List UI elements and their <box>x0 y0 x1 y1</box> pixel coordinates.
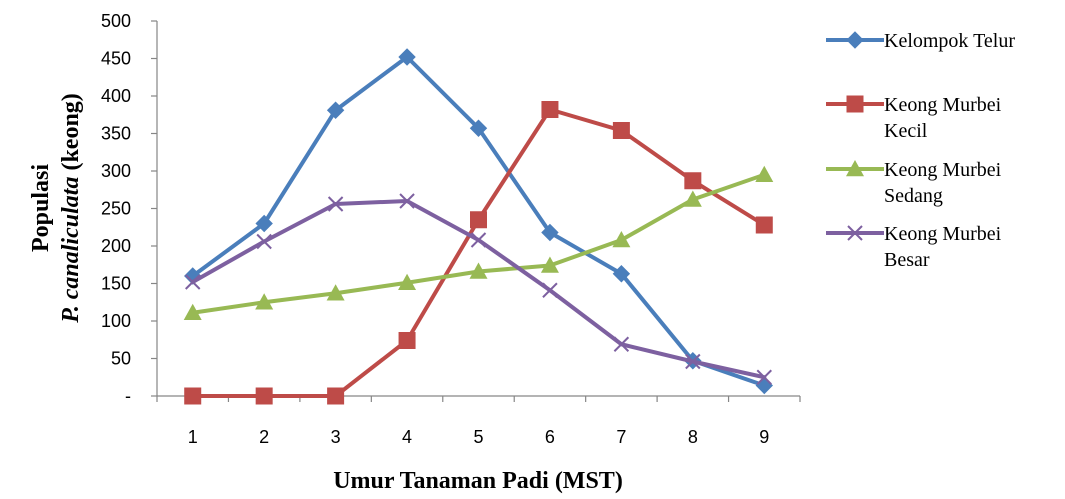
y-axis-title-line1: Populasi <box>28 164 54 252</box>
data-point <box>612 231 631 248</box>
data-point <box>184 387 202 405</box>
y-tick-label: 350 <box>101 124 131 144</box>
series-2 <box>184 101 773 405</box>
legend-swatch-marker <box>846 95 864 113</box>
legend-label: Keong Murbei <box>884 159 1002 181</box>
data-point <box>327 196 344 212</box>
data-point <box>469 119 488 137</box>
legend-swatch-marker <box>846 31 864 49</box>
legend-label: Kelompok Telur <box>884 30 1015 52</box>
x-tick-label: 5 <box>473 427 483 447</box>
data-point <box>683 190 702 207</box>
data-point <box>685 353 701 370</box>
data-point <box>613 336 630 352</box>
data-point <box>399 193 415 209</box>
data-point <box>398 332 416 349</box>
x-tick-label: 4 <box>402 427 412 447</box>
x-tick-label: 8 <box>688 427 698 447</box>
x-tick-label: 1 <box>188 427 198 447</box>
data-point <box>542 282 558 298</box>
y-axis-title: Populasi P. canaliculata (keong) <box>28 93 84 324</box>
data-point <box>541 101 559 118</box>
data-point <box>327 387 345 405</box>
data-point <box>540 256 559 273</box>
legend-item-4: Keong Murbei Besar <box>826 223 1002 271</box>
data-point <box>612 265 631 283</box>
legend-swatch-marker <box>846 160 864 177</box>
data-point <box>255 387 273 405</box>
data-point <box>470 211 487 229</box>
data-point <box>684 172 702 190</box>
data-point <box>470 232 487 248</box>
legend-swatch-marker <box>847 225 863 241</box>
series-4 <box>185 193 772 385</box>
y-tick-label: 200 <box>101 236 131 256</box>
data-point <box>755 216 773 234</box>
data-point <box>256 233 272 250</box>
y-axis-title-unit: (keong) <box>58 93 84 176</box>
legend-label: Keong Murbei <box>884 94 1002 116</box>
y-tick-label: 450 <box>101 49 131 69</box>
y-axis-title-species: P. canaliculata <box>58 177 84 324</box>
data-point <box>755 165 774 182</box>
legend-item-2: Keong Murbei Kecil <box>826 94 1002 142</box>
svg-text:P. canaliculata (keong): P. canaliculata (keong) <box>58 93 84 324</box>
y-tick-label: 400 <box>101 86 131 106</box>
series-line <box>190 172 767 315</box>
data-point <box>255 214 273 233</box>
data-point <box>255 293 274 310</box>
data-point <box>755 376 773 395</box>
x-tick-label: 6 <box>545 427 555 447</box>
data-point <box>398 48 416 66</box>
data-point <box>469 262 488 279</box>
y-tick-label: 50 <box>111 349 131 369</box>
y-tick-label: - <box>125 386 131 406</box>
x-tick-label: 2 <box>259 427 269 447</box>
data-point <box>612 122 630 139</box>
y-tick-label: 300 <box>101 161 131 181</box>
data-point <box>326 101 345 119</box>
data-point <box>185 274 201 290</box>
x-axis-title: Umur Tanaman Padi (MST) <box>333 468 623 494</box>
data-point <box>183 303 202 320</box>
legend-label: Keong Murbei <box>884 223 1002 245</box>
svg-text:Populasi: Populasi <box>28 164 54 252</box>
legend-label: Sedang <box>884 185 943 207</box>
series-1 <box>184 48 773 395</box>
data-point <box>756 369 772 385</box>
series-3 <box>183 165 774 320</box>
x-tick-label: 3 <box>331 427 341 447</box>
x-tick-label: 9 <box>759 427 769 447</box>
x-tick-label: 7 <box>616 427 626 447</box>
y-tick-label: 100 <box>101 311 131 331</box>
y-tick-label: 250 <box>101 199 131 219</box>
legend-label: Besar <box>884 249 930 271</box>
data-point <box>326 284 345 301</box>
data-point <box>398 273 417 290</box>
legend-label: Kecil <box>884 120 928 142</box>
legend-item-3: Keong Murbei Sedang <box>826 159 1002 207</box>
legend-item-1: Kelompok Telur <box>826 30 1015 52</box>
y-tick-label: 500 <box>101 11 131 31</box>
series-line <box>190 107 767 398</box>
data-point <box>541 223 559 242</box>
y-tick-label: 150 <box>101 274 131 294</box>
